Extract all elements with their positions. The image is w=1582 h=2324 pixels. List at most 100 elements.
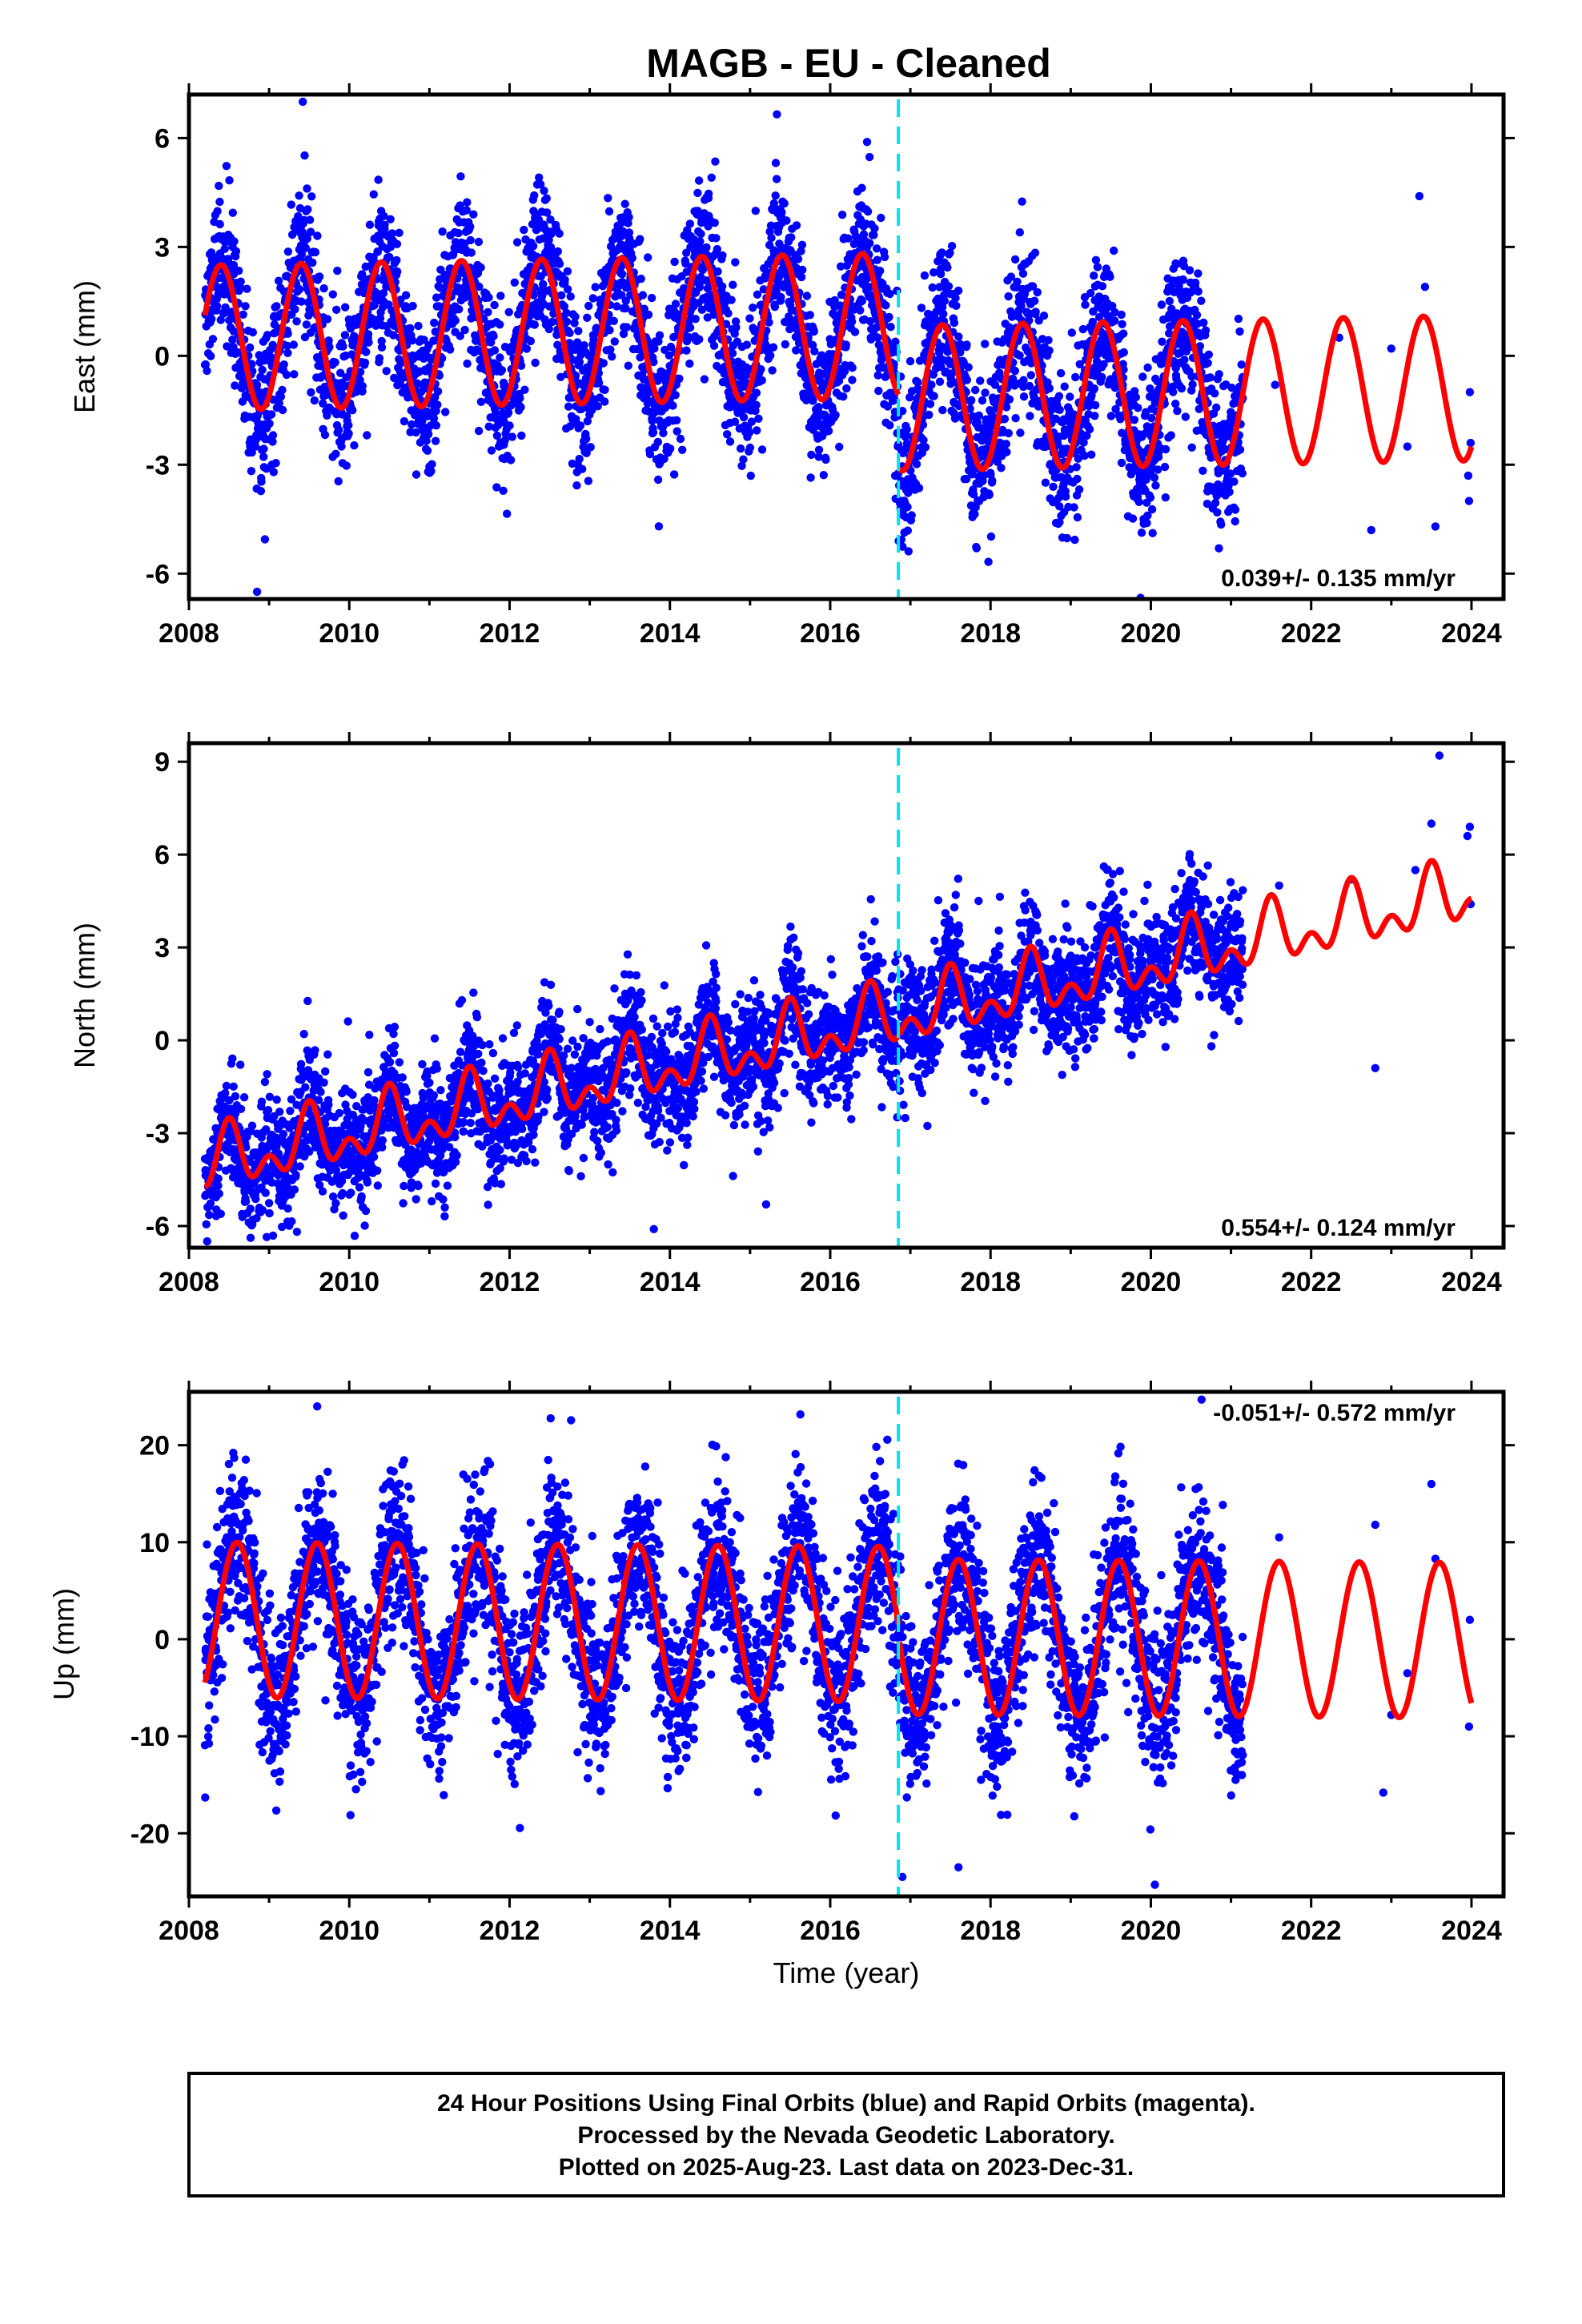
data-point bbox=[492, 408, 500, 417]
data-point bbox=[921, 443, 930, 452]
data-point bbox=[1161, 493, 1170, 502]
data-point bbox=[1215, 544, 1223, 553]
data-point bbox=[1019, 392, 1029, 401]
data-point bbox=[456, 172, 465, 181]
data-point bbox=[562, 317, 572, 326]
data-point bbox=[522, 344, 532, 353]
data-point bbox=[899, 448, 908, 456]
data-point bbox=[264, 1199, 274, 1208]
data-point bbox=[301, 1083, 310, 1092]
data-point bbox=[981, 388, 990, 397]
data-point bbox=[1090, 384, 1099, 393]
data-point bbox=[929, 268, 938, 277]
data-point bbox=[971, 385, 980, 395]
data-point bbox=[319, 283, 328, 293]
data-point bbox=[283, 329, 292, 338]
data-point bbox=[212, 302, 222, 311]
x-tick-label: 2010 bbox=[319, 618, 379, 649]
data-point bbox=[584, 301, 593, 311]
data-point bbox=[247, 1269, 255, 1277]
velocity-rate-label: 0.039+/- 0.135 mm/yr bbox=[1221, 565, 1456, 592]
data-point bbox=[308, 258, 317, 267]
data-point bbox=[246, 343, 255, 352]
data-point bbox=[292, 1228, 302, 1236]
data-point bbox=[216, 1209, 225, 1219]
data-point bbox=[752, 400, 761, 409]
data-point bbox=[606, 345, 615, 354]
data-point bbox=[229, 1082, 238, 1092]
data-point bbox=[231, 381, 239, 390]
data-point bbox=[207, 248, 216, 257]
data-point bbox=[809, 327, 818, 336]
data-point bbox=[1173, 406, 1182, 416]
data-point bbox=[930, 392, 938, 400]
data-point bbox=[713, 244, 721, 254]
data-point bbox=[307, 388, 315, 397]
data-point bbox=[907, 511, 916, 520]
data-point bbox=[382, 367, 391, 376]
data-point bbox=[1106, 272, 1114, 281]
data-point bbox=[563, 285, 572, 294]
data-point bbox=[580, 341, 588, 350]
data-point bbox=[654, 522, 664, 531]
data-point bbox=[259, 452, 268, 461]
data-point bbox=[724, 309, 733, 318]
data-point bbox=[571, 312, 580, 321]
data-point bbox=[725, 437, 735, 446]
data-point bbox=[1151, 481, 1160, 490]
data-point bbox=[369, 1152, 379, 1161]
data-point bbox=[927, 380, 936, 389]
data-point bbox=[950, 414, 960, 423]
data-point bbox=[1019, 376, 1028, 384]
data-point bbox=[412, 470, 421, 479]
data-point bbox=[546, 215, 555, 224]
data-point bbox=[454, 228, 463, 238]
data-point bbox=[268, 431, 278, 440]
data-point bbox=[1060, 382, 1069, 391]
data-point bbox=[455, 305, 464, 314]
data-point bbox=[333, 266, 342, 275]
y-tick-label: -3 bbox=[146, 450, 170, 480]
data-point bbox=[575, 357, 584, 367]
data-point bbox=[530, 320, 539, 329]
data-point bbox=[976, 376, 985, 385]
data-point bbox=[997, 464, 1006, 472]
data-point bbox=[313, 231, 322, 240]
data-point bbox=[389, 1048, 399, 1058]
data-point bbox=[665, 351, 673, 360]
data-point bbox=[655, 331, 665, 340]
data-point bbox=[487, 446, 496, 455]
data-point bbox=[412, 428, 420, 437]
data-point bbox=[420, 336, 428, 344]
data-point bbox=[1018, 269, 1028, 278]
data-point bbox=[493, 420, 503, 430]
data-point bbox=[685, 219, 694, 228]
data-point bbox=[797, 247, 805, 255]
data-point bbox=[1212, 403, 1221, 412]
data-point bbox=[801, 396, 811, 404]
data-point bbox=[972, 544, 982, 553]
data-point bbox=[624, 213, 633, 222]
data-point bbox=[848, 364, 857, 372]
data-point bbox=[228, 1054, 237, 1063]
x-tick-label: 2014 bbox=[640, 618, 701, 649]
data-point bbox=[571, 371, 580, 380]
data-point bbox=[390, 1041, 400, 1051]
data-point bbox=[777, 207, 786, 217]
data-point bbox=[751, 207, 760, 215]
data-point bbox=[885, 312, 893, 322]
data-point bbox=[290, 370, 299, 379]
data-point bbox=[225, 176, 234, 185]
data-point bbox=[463, 359, 472, 368]
data-point bbox=[967, 396, 976, 404]
data-point bbox=[1420, 283, 1430, 292]
data-point bbox=[1062, 533, 1072, 543]
data-point bbox=[323, 411, 331, 420]
data-point bbox=[290, 1185, 299, 1194]
data-point bbox=[389, 1029, 398, 1039]
data-point bbox=[1055, 405, 1064, 414]
data-point bbox=[271, 1249, 279, 1257]
data-point bbox=[476, 397, 486, 406]
data-point bbox=[387, 229, 396, 238]
data-point bbox=[484, 293, 493, 302]
